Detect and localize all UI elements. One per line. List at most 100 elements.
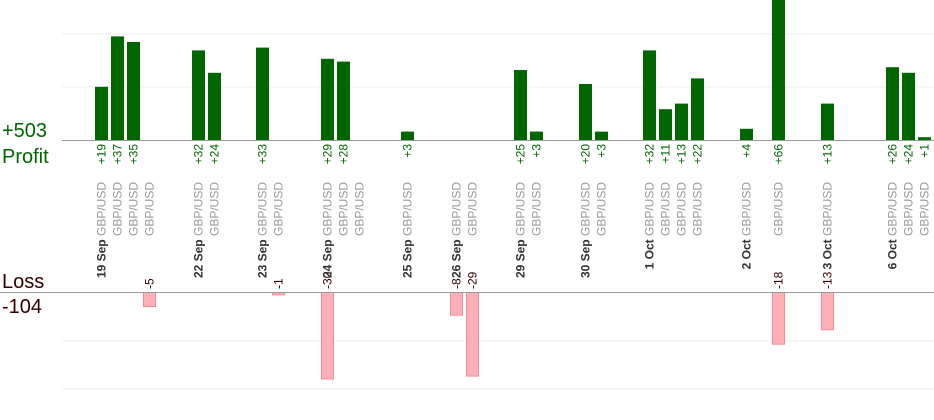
profit-bar <box>401 131 414 140</box>
profit-value-label: +32 <box>192 144 206 165</box>
category-label: GBP/USD <box>659 182 673 236</box>
category-date-label: 3 Oct <box>821 236 835 269</box>
profit-value-label: +22 <box>691 144 705 165</box>
category-pair-label: GBP/USD <box>514 182 528 236</box>
category-label: GBP/USD <box>353 182 367 236</box>
category-label: GBP/USD <box>208 182 222 236</box>
category-pair-label: GBP/USD <box>530 182 544 236</box>
category-label: 26 Sep GBP/USD <box>450 182 464 278</box>
profit-bar <box>192 50 205 140</box>
profit-value-label: +66 <box>772 144 786 165</box>
category-date-label: 2 Oct <box>740 236 754 269</box>
profit-value-label: +4 <box>740 144 754 158</box>
loss-label: Loss <box>2 271 45 293</box>
category-label: GBP/USD <box>902 182 916 236</box>
category-pair-label: GBP/USD <box>321 182 335 236</box>
profit-value-label: +1 <box>918 144 932 158</box>
profit-value-label: +26 <box>886 144 900 165</box>
category-date-label: 1 Oct <box>643 236 657 269</box>
profit-bar <box>111 36 124 140</box>
profit-bar <box>772 0 785 140</box>
profit-bar <box>659 109 672 140</box>
category-pair-label: GBP/USD <box>143 182 157 236</box>
profit-value-label: +3 <box>401 144 415 158</box>
loss-value-label: -5 <box>143 278 157 289</box>
grid-lines <box>62 33 934 390</box>
category-pair-label: GBP/USD <box>579 182 593 236</box>
loss-bar <box>321 292 334 380</box>
profit-value-label: +24 <box>208 144 222 165</box>
profit-bar <box>256 47 269 140</box>
profit-value-label: +29 <box>321 144 335 165</box>
profit-bar <box>127 42 140 140</box>
category-label: GBP/USD <box>466 182 480 236</box>
category-label: GBP/USD <box>127 182 141 236</box>
profit-bar <box>918 137 931 140</box>
profit-bar <box>530 131 543 140</box>
category-label: 25 Sep GBP/USD <box>401 182 415 278</box>
category-pair-label: GBP/USD <box>902 182 916 236</box>
profit-value-label: +13 <box>821 144 835 165</box>
category-label: GBP/USD <box>143 182 157 236</box>
category-label: GBP/USD <box>772 182 786 236</box>
category-label: 3 Oct GBP/USD <box>821 182 835 270</box>
category-pair-label: GBP/USD <box>772 182 786 236</box>
loss-bar <box>143 292 156 307</box>
category-label: GBP/USD <box>337 182 351 236</box>
category-pair-label: GBP/USD <box>192 182 206 236</box>
profit-value-label: +3 <box>530 144 544 158</box>
category-label: 2 Oct GBP/USD <box>740 182 754 270</box>
loss-value-label: -30 <box>321 271 335 289</box>
category-label: GBP/USD <box>595 182 609 236</box>
category-date-label: 22 Sep <box>192 236 206 278</box>
profit-bar <box>902 72 915 140</box>
profit-bar <box>321 58 334 140</box>
profit-bar <box>595 131 608 140</box>
value-labels: +19 +37 +35 +32 +24 +33 +29 +28 +3 +25 +3 +20 +3 +32 +… <box>95 144 932 289</box>
category-label: GBP/USD <box>111 182 125 236</box>
profit-bar <box>579 84 592 140</box>
profit-value-label: +3 <box>595 144 609 158</box>
category-date-label: 23 Sep <box>256 236 270 278</box>
profit-bar <box>886 67 899 140</box>
category-date-label: 29 Sep <box>514 236 528 278</box>
profit-value-label: +37 <box>111 144 125 165</box>
profit-bar <box>643 50 656 140</box>
category-pair-label: GBP/USD <box>337 182 351 236</box>
profit-value-label: +25 <box>514 144 528 165</box>
loss-bar <box>772 292 785 345</box>
profit-bar <box>514 70 527 140</box>
loss-total: -104 <box>2 296 43 318</box>
loss-bars <box>143 292 834 380</box>
profit-total: +503 <box>2 120 48 142</box>
category-pair-label: GBP/USD <box>95 182 109 236</box>
category-pair-label: GBP/USD <box>691 182 705 236</box>
category-pair-label: GBP/USD <box>675 182 689 236</box>
axis-lines <box>0 140 934 293</box>
profit-bars <box>95 0 931 140</box>
category-pair-label: GBP/USD <box>821 182 835 236</box>
category-pair-label: GBP/USD <box>272 182 286 236</box>
category-label: 19 Sep GBP/USD <box>95 182 109 278</box>
loss-value-label: -29 <box>466 271 480 289</box>
loss-value-label: -8 <box>450 278 464 289</box>
category-label: 23 Sep GBP/USD <box>256 182 270 278</box>
category-pair-label: GBP/USD <box>127 182 141 236</box>
profit-bar <box>95 86 108 140</box>
category-pair-label: GBP/USD <box>886 182 900 236</box>
profit-bar <box>675 103 688 140</box>
loss-value-label: -1 <box>272 278 286 289</box>
profit-value-label: +13 <box>675 144 689 165</box>
loss-value-label: -13 <box>821 271 835 289</box>
profit-bar <box>691 78 704 140</box>
category-date-label: 26 Sep <box>450 236 464 278</box>
category-label: 1 Oct GBP/USD <box>643 182 657 270</box>
category-pair-label: GBP/USD <box>256 182 270 236</box>
profit-value-label: +33 <box>256 144 270 165</box>
profit-value-label: +24 <box>902 144 916 165</box>
loss-bar <box>821 292 834 331</box>
category-pair-label: GBP/USD <box>111 182 125 236</box>
category-label: 22 Sep GBP/USD <box>192 182 206 278</box>
